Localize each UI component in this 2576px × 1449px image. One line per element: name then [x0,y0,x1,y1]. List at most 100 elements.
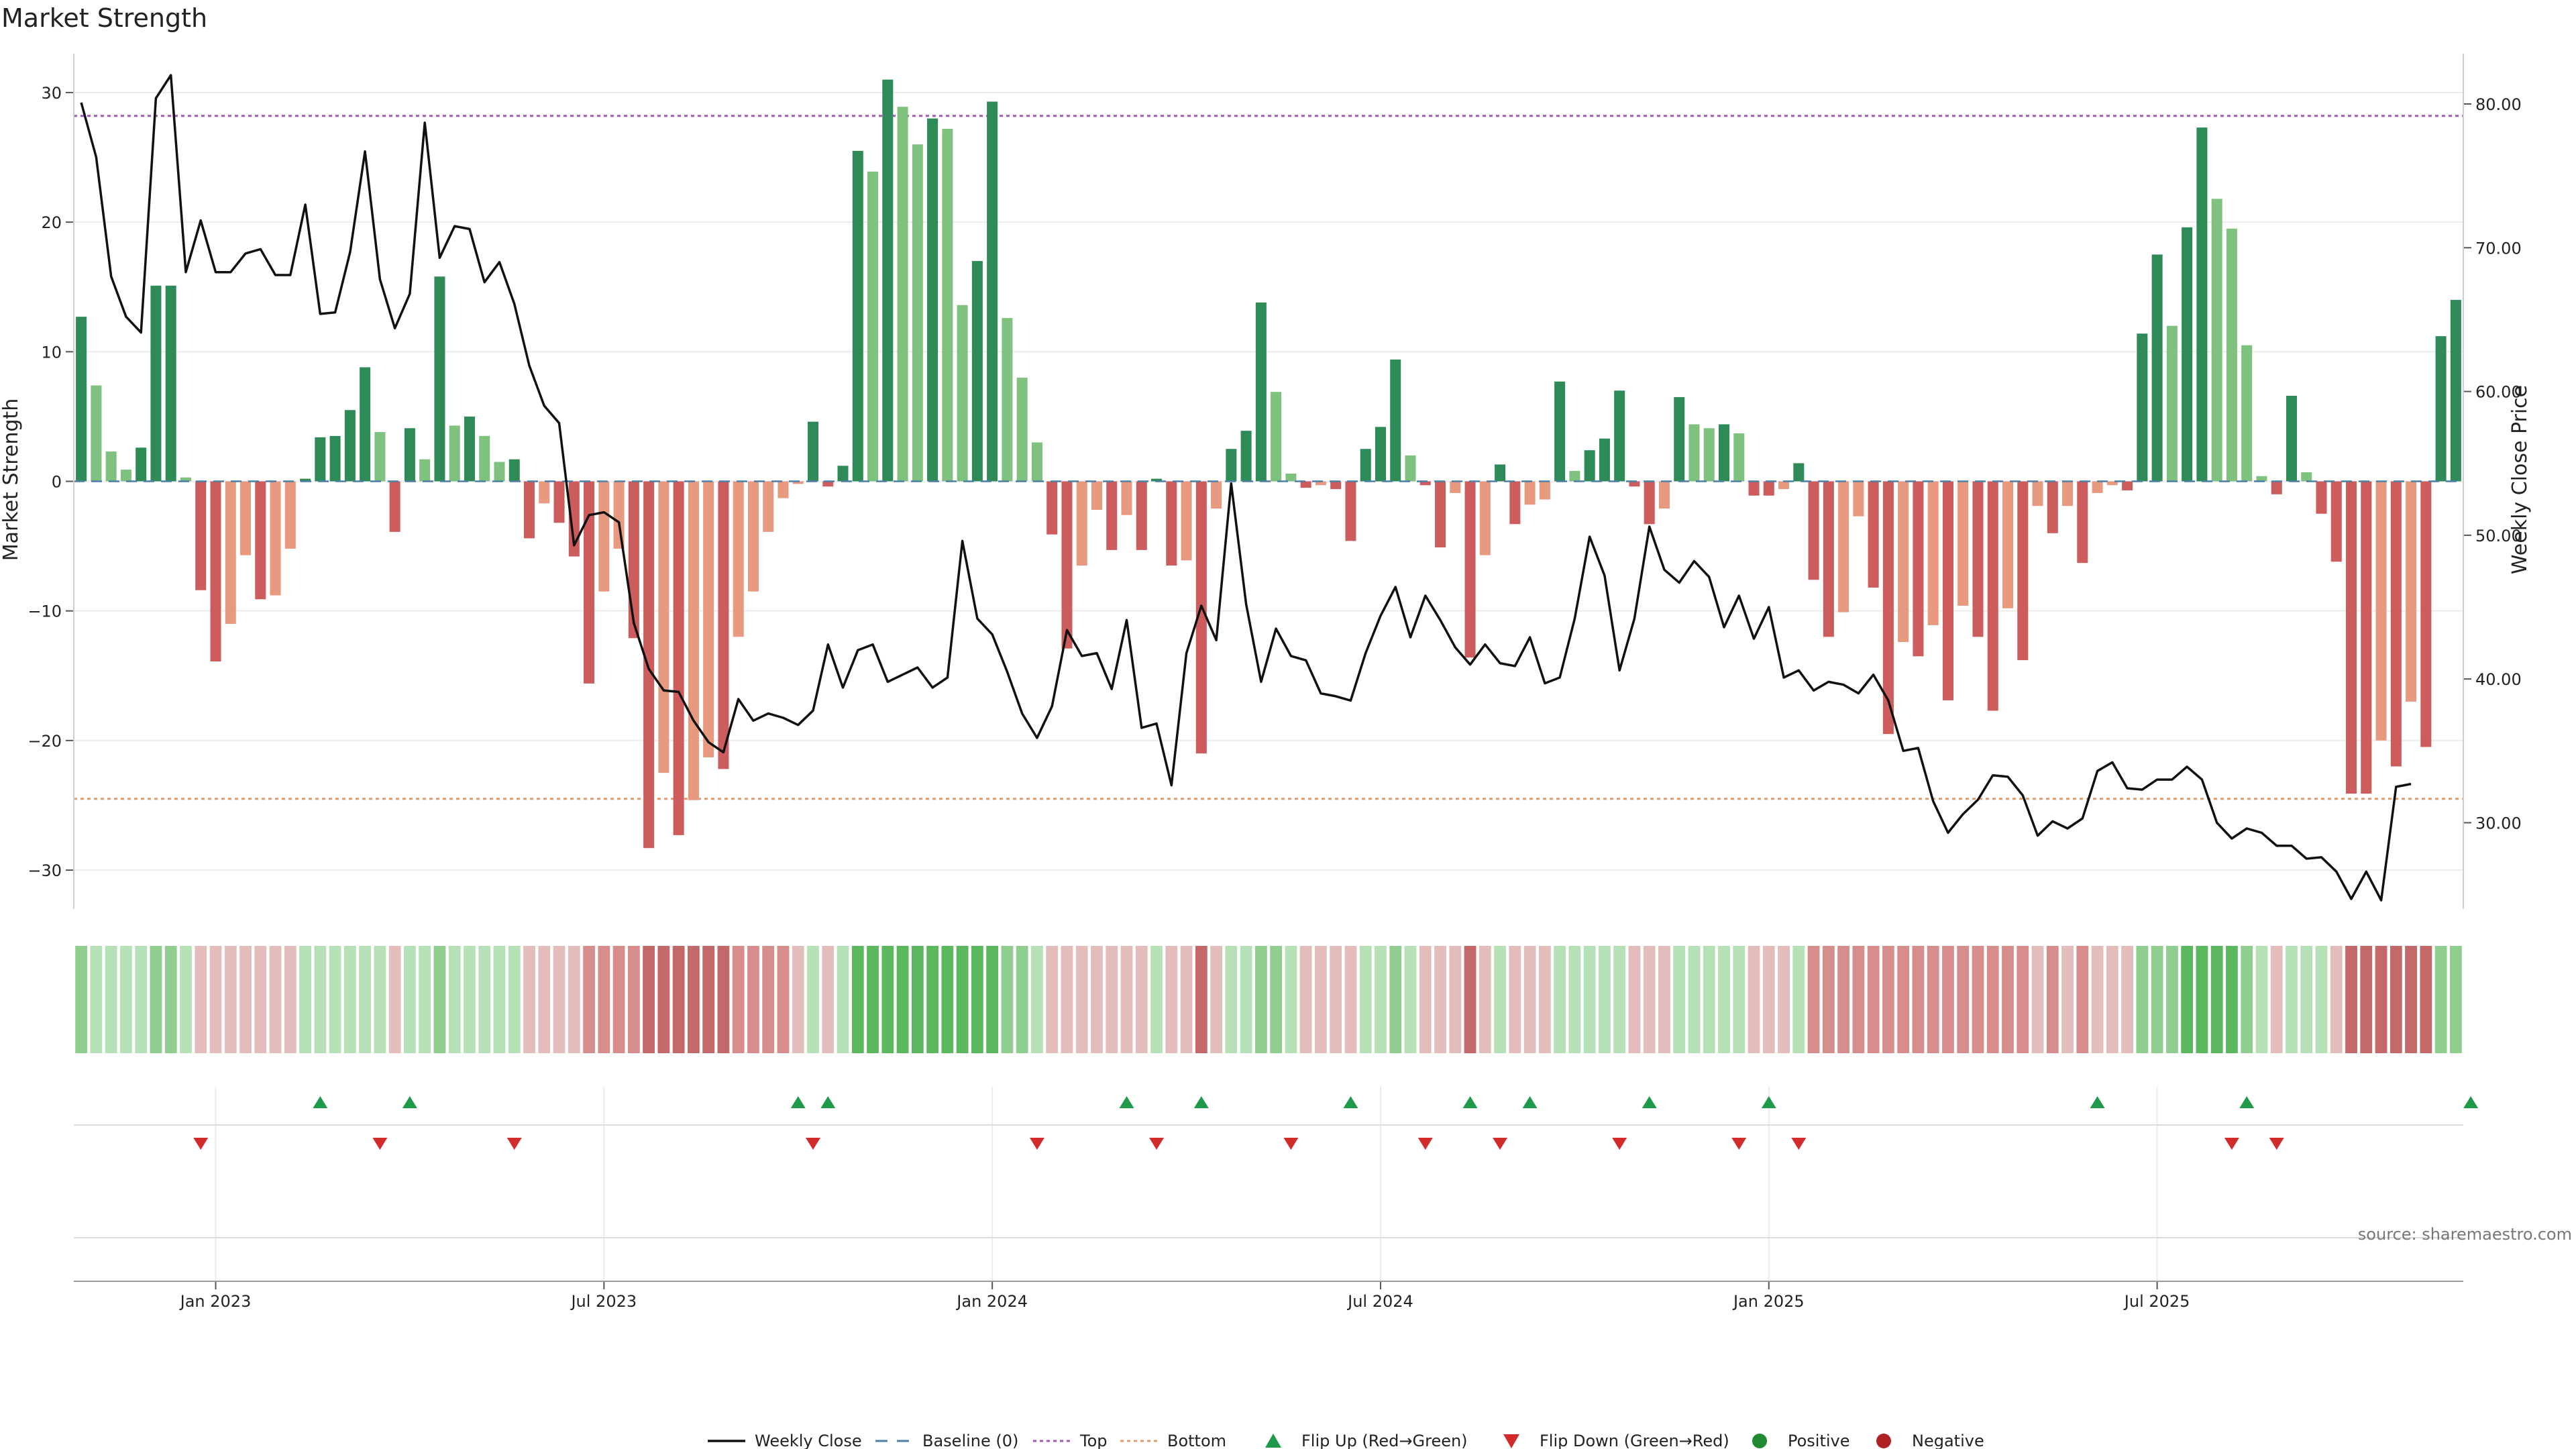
x-tick-label: Jan 2025 [1732,1292,1805,1311]
right-tick-label: 80.00 [2475,95,2522,114]
legend-label: Positive [1788,1432,1850,1449]
heat-cell [2330,946,2343,1053]
flip-down-marker [1283,1138,1299,1150]
strength-bar [1718,424,1730,482]
legend-item: Baseline (0) [875,1432,1018,1449]
strength-bar [1942,481,1953,700]
strength-bar [942,129,953,482]
heat-cell [314,946,327,1053]
heat-cell [2046,946,2059,1053]
strength-bar [1002,318,1013,482]
strength-bar [270,481,281,596]
strength-bar [1390,359,1401,482]
heat-cell [2091,946,2104,1053]
strength-bar [1166,481,1177,566]
strength-bar [822,481,834,487]
heat-cell [448,946,461,1053]
strength-bar [2017,481,2029,661]
legend-label: Flip Down (Green→Red) [1540,1432,1729,1449]
strength-bar [2375,481,2387,741]
strength-bar [1539,481,1550,500]
heat-cell [747,946,759,1053]
heat-cell [1583,946,1596,1053]
strength-bar [1778,481,1790,490]
heat-cell [2181,946,2194,1053]
strength-bar [2241,345,2253,482]
heat-cell [926,946,938,1053]
heat-cell [792,946,804,1053]
strength-bar [1240,431,1252,482]
strength-bar [1106,481,1118,550]
right-tick-label: 30.00 [2475,814,2522,833]
strength-bar [553,481,565,523]
strength-bar [777,481,789,498]
x-tick-label: Jan 2024 [955,1292,1028,1311]
heat-cell [2196,946,2208,1053]
heat-cell [1613,946,1626,1053]
right-tick-label: 50.00 [2475,527,2522,545]
strength-bar [763,481,774,532]
flip-down-marker [506,1138,522,1150]
left-tick-label: −20 [28,732,62,751]
strength-bar [1703,428,1715,482]
heat-cell [1150,946,1163,1053]
strength-bar [180,477,191,482]
legend-triangle-up-icon [1265,1434,1281,1448]
heat-cell [284,946,297,1053]
strength-bar [1195,481,1207,754]
heat-cell [329,946,341,1053]
strength-bar [539,481,550,504]
strength-bar [1136,481,1147,550]
heat-cell [2449,946,2462,1053]
strength-bar [479,435,490,482]
heat-cell [1778,946,1790,1053]
heat-cell [2375,946,2387,1053]
heat-cell [657,946,670,1053]
strength-bar [1450,481,1461,493]
heat-cell [2226,946,2238,1053]
chart-title: Market Strength [1,3,207,33]
heat-cell [627,946,640,1053]
strength-bar [971,261,983,482]
strength-bar [613,481,625,549]
heat-cell [1120,946,1133,1053]
heat-cell [1673,946,1686,1053]
strength-bar [1838,481,1849,612]
strength-bar [2122,481,2133,491]
strength-bar [315,437,326,482]
heat-cell [195,946,207,1053]
strength-bar [2271,481,2282,494]
heat-cell [269,946,282,1053]
flip-down-marker [805,1138,820,1150]
heat-cell [837,946,849,1053]
strength-bar [1599,438,1610,482]
strength-bar [673,481,684,835]
strength-bar [628,481,639,639]
left-tick-label: 10 [41,343,62,362]
strength-bar [643,481,655,849]
strength-bar [1509,481,1521,525]
strength-bar [747,481,759,592]
legend-item: Top [1033,1432,1108,1449]
heat-cell [120,946,132,1053]
heat-cell [90,946,103,1053]
heat-cell [388,946,401,1053]
heat-cell [687,946,700,1053]
strength-bar [1688,424,1700,482]
heat-cell [1031,946,1043,1053]
x-tick-label: Jul 2025 [2123,1292,2190,1311]
heat-cell [1822,946,1835,1053]
heat-cell [464,946,476,1053]
heat-cell [2286,946,2298,1053]
heat-cell [150,946,162,1053]
strength-bar [1151,478,1163,482]
left-tick-label: −30 [28,861,62,880]
flip-up-marker [1761,1096,1776,1108]
left-tick-label: −10 [28,602,62,621]
heat-cell [1285,946,1297,1053]
right-tick-label: 60.00 [2475,383,2522,402]
flip-up-marker [1642,1096,1657,1108]
heat-cell [299,946,311,1053]
left-axis-label: Market Strength [0,398,23,561]
heat-cell [2165,946,2178,1053]
